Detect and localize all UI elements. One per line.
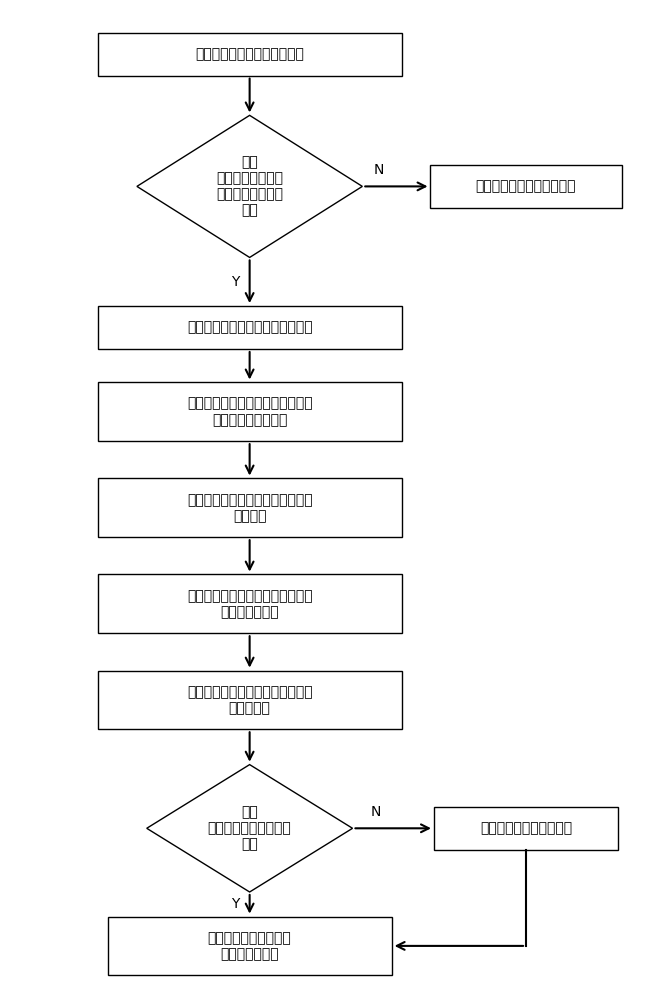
Bar — [98, 33, 401, 76]
Text: 设定单场无功裕度，计算各单场的
无功功率: 设定单场无功裕度，计算各单场的 无功功率 — [186, 493, 312, 523]
Bar — [107, 916, 391, 975]
Bar — [434, 807, 618, 850]
Text: 判断
单场无功功率是否满足
要求: 判断 单场无功功率是否满足 要求 — [208, 805, 291, 852]
Text: 计算风电场并网点所需无功补偿量: 计算风电场并网点所需无功补偿量 — [186, 321, 312, 335]
Bar — [98, 671, 401, 729]
Bar — [98, 478, 401, 537]
Text: 设定风机无功裕度，调整风机可调
无功功率最大值: 设定风机无功裕度，调整风机可调 无功功率最大值 — [186, 589, 312, 619]
Text: N: N — [370, 804, 381, 818]
Text: 计算补偿设备的无功功率: 计算补偿设备的无功功率 — [480, 821, 572, 835]
Bar — [98, 382, 401, 441]
Text: 保持上一时刻的无功分配置: 保持上一时刻的无功分配置 — [476, 179, 576, 193]
Text: 获取当前时刻风电机组和无功补偿
设备的无功调节范围: 获取当前时刻风电机组和无功补偿 设备的无功调节范围 — [186, 397, 312, 427]
Text: 计算风电场并网点电压偏差值: 计算风电场并网点电压偏差值 — [195, 47, 304, 61]
Bar — [98, 306, 401, 349]
Text: Y: Y — [231, 275, 239, 289]
Bar — [430, 165, 621, 208]
Text: 建立无功优化数学模型，计算风机
的无功功率: 建立无功优化数学模型，计算风机 的无功功率 — [186, 685, 312, 715]
Text: Y: Y — [231, 897, 239, 911]
Text: N: N — [374, 163, 384, 177]
Polygon shape — [147, 765, 353, 892]
Bar — [98, 574, 401, 633]
Polygon shape — [137, 115, 362, 257]
Text: 将计算的值分配给各个
风机或补偿设备: 将计算的值分配给各个 风机或补偿设备 — [208, 931, 291, 961]
Text: 判断
风电场并网点电压
偏差是否大于死区
范围: 判断 风电场并网点电压 偏差是否大于死区 范围 — [216, 155, 283, 218]
